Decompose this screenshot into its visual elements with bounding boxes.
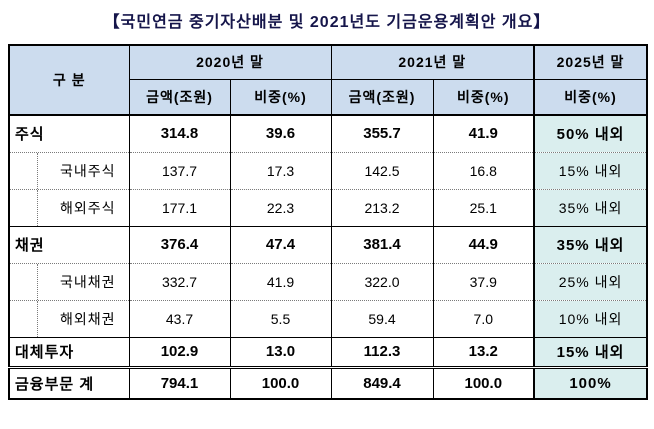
table-row-alternative-investments: 대체투자 102.9 13.0 112.3 13.2 15% 내외 [8,336,648,367]
indent-dotted-line [37,153,38,189]
cell-value: 213.2 [330,188,434,226]
header-weight-2020: 비중(%) [229,78,332,115]
cell-value: 39.6 [229,114,332,152]
header-2021: 2021년 말 [330,45,535,79]
cell-value: 794.1 [128,365,231,399]
cell-value: 41.9 [229,262,332,300]
indent-dotted-line [37,264,38,300]
cell-value: 37.9 [432,262,535,300]
cell-value: 41.9 [432,114,535,152]
row-label: 금융부문 계 [8,365,130,399]
header-amount-2020: 금액(조원) [128,78,231,115]
table-row-foreign-stocks: 해외주식 177.1 22.3 213.2 25.1 35% 내외 [8,188,648,226]
page-title: 【국민연금 중기자산배분 및 2021년도 기금운용계획안 개요】 [103,14,551,31]
header-category: 구 분 [8,45,130,115]
cell-value: 849.4 [330,365,434,399]
asset-allocation-table: 구 분 2020년 말 2021년 말 2025년 말 금액(조원) 비중(%)… [8,44,649,400]
cell-value: 25.1 [432,188,535,226]
cell-value: 17.3 [229,151,332,189]
header-amount-2021: 금액(조원) [330,78,434,115]
row-label: 주식 [8,114,130,152]
cell-value: 13.2 [432,336,535,367]
header-weight-2025: 비중(%) [533,78,648,115]
cell-plan-value: 35% 내외 [533,225,648,263]
cell-value: 13.0 [229,336,332,367]
cell-plan-value: 10% 내외 [533,299,648,337]
header-row-years: 구 분 2020년 말 2021년 말 2025년 말 [8,45,648,115]
cell-value: 102.9 [128,336,231,367]
header-weight-2021: 비중(%) [432,78,535,115]
cell-value: 314.8 [128,114,231,152]
cell-value: 16.8 [432,151,535,189]
cell-value: 112.3 [330,336,434,367]
cell-value: 142.5 [330,151,434,189]
row-label: 해외채권 [8,299,130,337]
table-row-bonds: 채권 376.4 47.4 381.4 44.9 35% 내외 [8,225,648,263]
row-label: 국내채권 [8,262,130,300]
row-label: 채권 [8,225,130,263]
cell-value: 376.4 [128,225,231,263]
header-2025: 2025년 말 [533,45,648,79]
cell-plan-value: 100% [533,365,648,399]
cell-value: 5.5 [229,299,332,337]
cell-value: 177.1 [128,188,231,226]
table-row-financial-total: 금융부문 계 794.1 100.0 849.4 100.0 100% [8,365,648,399]
cell-value: 43.7 [128,299,231,337]
table-row-domestic-bonds: 국내채권 332.7 41.9 322.0 37.9 25% 내외 [8,262,648,300]
header-row-measures: 금액(조원) 비중(%) 금액(조원) 비중(%) 비중(%) [9,78,648,115]
cell-value: 44.9 [432,225,535,263]
cell-value: 100.0 [432,365,535,399]
row-label: 국내주식 [8,151,130,189]
cell-plan-value: 15% 내외 [533,151,648,189]
cell-value: 59.4 [330,299,434,337]
row-label: 대체투자 [8,336,130,367]
cell-value: 381.4 [330,225,434,263]
cell-value: 137.7 [128,151,231,189]
row-label: 해외주식 [8,188,130,226]
cell-value: 7.0 [432,299,535,337]
table-row-foreign-bonds: 해외채권 43.7 5.5 59.4 7.0 10% 내외 [8,299,648,337]
indent-dotted-line [37,301,38,337]
cell-value: 47.4 [229,225,332,263]
cell-plan-value: 35% 내외 [533,188,648,226]
cell-value: 22.3 [229,188,332,226]
cell-plan-value: 25% 내외 [533,262,648,300]
header-2020: 2020년 말 [128,45,332,79]
indent-dotted-line [37,190,38,226]
table-row-domestic-stocks: 국내주식 137.7 17.3 142.5 16.8 15% 내외 [8,151,648,189]
cell-value: 355.7 [330,114,434,152]
cell-plan-value: 15% 내외 [533,336,648,367]
cell-value: 100.0 [229,365,332,399]
cell-value: 322.0 [330,262,434,300]
table-row-stocks: 주식 314.8 39.6 355.7 41.9 50% 내외 [8,114,648,152]
cell-plan-value: 50% 내외 [533,114,648,152]
cell-value: 332.7 [128,262,231,300]
